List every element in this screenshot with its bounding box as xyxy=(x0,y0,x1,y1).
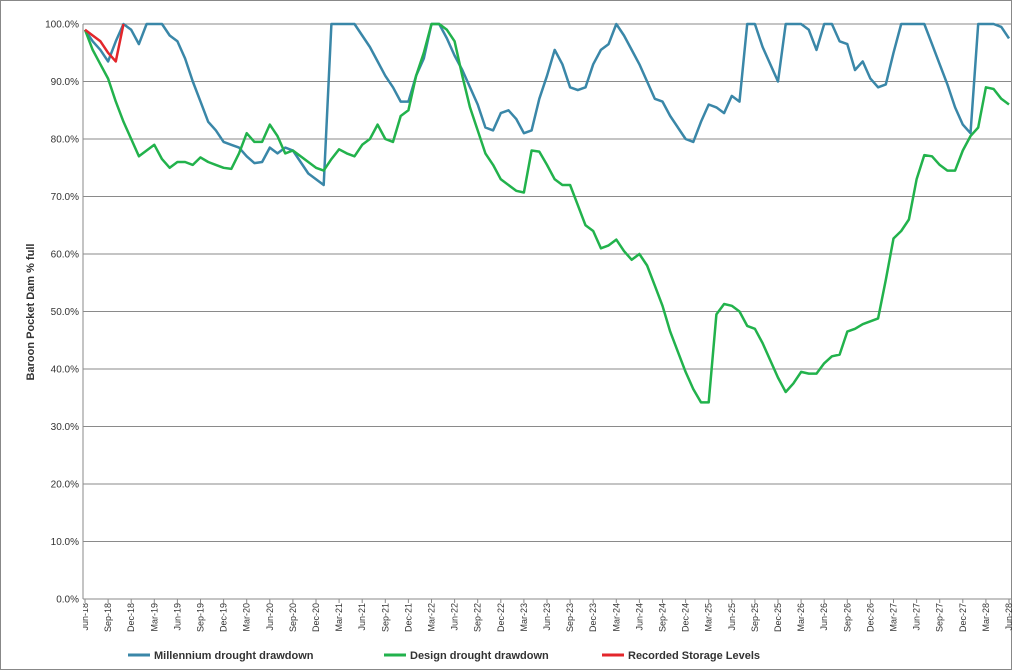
y-tick-label: 50.0% xyxy=(51,307,79,318)
legend-label: Recorded Storage Levels xyxy=(628,650,760,662)
x-tick-label: Sep-27 xyxy=(935,603,945,632)
y-tick-label: 10.0% xyxy=(51,537,79,548)
x-tick-label: Jun-21 xyxy=(357,603,367,631)
x-tick-label: Sep-22 xyxy=(473,603,483,632)
x-tick-label: Mar-26 xyxy=(796,603,806,632)
legend-label: Millennium drought drawdown xyxy=(154,650,314,662)
x-tick-label: Dec-24 xyxy=(681,603,691,632)
x-tick-label: Sep-26 xyxy=(842,603,852,632)
x-tick-label: Mar-19 xyxy=(149,603,159,632)
series-line xyxy=(84,23,125,63)
x-tick-label: Sep-20 xyxy=(288,603,298,632)
x-tick-label: Mar-20 xyxy=(242,603,252,632)
x-tick-label: Mar-27 xyxy=(889,603,899,632)
x-tick-label: Mar-22 xyxy=(427,603,437,632)
x-tick-label: Dec-23 xyxy=(588,603,598,632)
y-tick-label: 20.0% xyxy=(51,480,79,491)
y-tick-label: 30.0% xyxy=(51,422,79,433)
x-tick-label: Jun-23 xyxy=(542,603,552,631)
x-tick-label: Jun-19 xyxy=(172,603,182,631)
x-tick-label: Mar-24 xyxy=(611,603,621,632)
x-tick-label: Jun-18 xyxy=(80,603,90,631)
x-tick-label: Dec-27 xyxy=(958,603,968,632)
x-tick-label: Mar-21 xyxy=(334,603,344,632)
y-tick-label: 90.0% xyxy=(51,77,79,88)
y-tick-label: 80.0% xyxy=(51,135,79,146)
x-ticks: Jun-18 Sep-18 Dec-18 Mar-19 Jun-19 Sep-19 Dec-… xyxy=(80,599,1012,632)
x-tick-label: Sep-23 xyxy=(565,603,575,632)
x-tick-label: Dec-22 xyxy=(496,603,506,632)
x-tick-label: Sep-19 xyxy=(196,603,206,632)
x-tick-label: Dec-19 xyxy=(219,603,229,632)
x-tick-label: Dec-18 xyxy=(126,603,136,632)
y-axis-label: Baroon Pocket Dam % full xyxy=(25,244,37,381)
x-tick-label: Jun-26 xyxy=(819,603,829,631)
x-tick-label: Dec-20 xyxy=(311,603,321,632)
x-tick-label: Dec-21 xyxy=(403,603,413,632)
x-tick-label: Mar-25 xyxy=(704,603,714,632)
x-tick-label: Jun-22 xyxy=(450,603,460,631)
series-line xyxy=(83,22,1010,404)
x-tick-label: Dec-26 xyxy=(865,603,875,632)
x-tick-label: Mar-23 xyxy=(519,603,529,632)
x-tick-label: Dec-25 xyxy=(773,603,783,632)
x-tick-label: Jun-27 xyxy=(912,603,922,631)
y-tick-label: 100.0% xyxy=(45,20,79,31)
x-tick-label: Sep-18 xyxy=(103,603,113,632)
x-tick-label: Sep-25 xyxy=(750,603,760,632)
x-tick-label: Mar-28 xyxy=(981,603,991,632)
x-tick-label: Jun-25 xyxy=(727,603,737,631)
y-tick-label: 60.0% xyxy=(51,250,79,261)
x-tick-label: Sep-24 xyxy=(658,603,668,632)
legend-label: Design drought drawdown xyxy=(410,650,549,662)
x-tick-label: Sep-21 xyxy=(380,603,390,632)
x-tick-label: Jun-24 xyxy=(634,603,644,631)
x-tick-label: Jun-20 xyxy=(265,603,275,631)
y-tick-label: 40.0% xyxy=(51,365,79,376)
y-tick-label: 0.0% xyxy=(56,595,79,606)
y-tick-label: 70.0% xyxy=(51,192,79,203)
x-tick-label: Jun-28 xyxy=(1004,603,1012,631)
series-line xyxy=(83,22,1011,187)
